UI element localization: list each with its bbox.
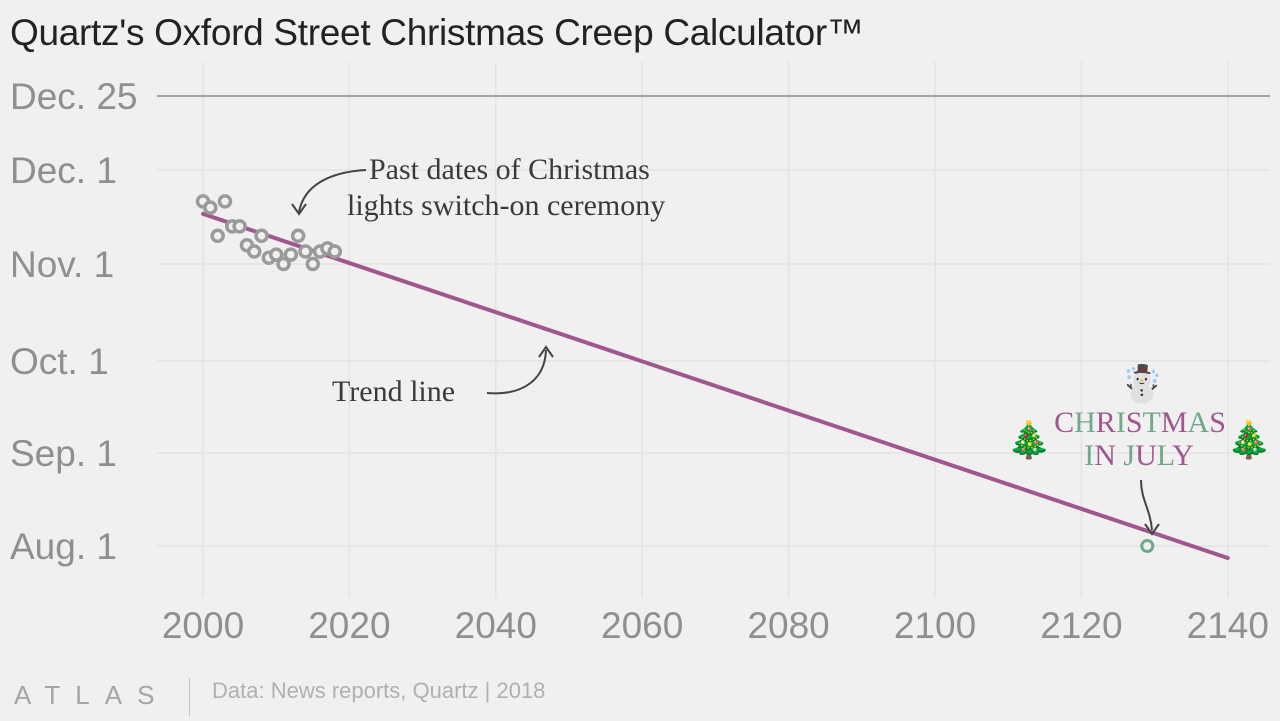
y-tick-label: Nov. 1 (10, 244, 114, 285)
annotation-letter: I (1116, 406, 1126, 439)
annotation-christmas-line1: CHRISTMAS (1054, 406, 1226, 439)
trend-line-group (201, 211, 1230, 560)
x-tick-label: 2080 (747, 605, 829, 646)
y-tick-label: Aug. 1 (10, 526, 117, 567)
annotation-letter (1116, 439, 1124, 472)
source-note: Data: News reports, Quartz | 2018 (212, 678, 546, 703)
annotation-letter: S (1209, 406, 1226, 439)
y-tick-label: Dec. 1 (10, 150, 117, 191)
footer: ATLAS Data: News reports, Quartz | 2018 (0, 674, 1280, 716)
annotation-arrow-trend (486, 349, 547, 395)
data-point (217, 194, 233, 209)
annotation-christmas-line2: IN JULY (1084, 439, 1194, 472)
y-axis-ticks: Aug. 1 Sep. 1 Oct. 1 Nov. 1 Dec. 1 Dec. 25 (10, 76, 138, 567)
christmas-in-july-point-group (1140, 539, 1155, 553)
christmas-in-july-point (1140, 539, 1155, 553)
chart-plot: Aug. 1 Sep. 1 Oct. 1 Nov. 1 Dec. 1 Dec. 25 20… (10, 62, 1272, 646)
footer-divider (189, 678, 190, 716)
x-axis-ticks: 2000 2020 2040 2060 2080 2100 2120 2140 (162, 605, 1269, 646)
y-tick-label: Oct. 1 (10, 341, 109, 382)
annotation-letter: R (1096, 406, 1116, 439)
christmas-tree-icon-left: 🎄 (1007, 419, 1052, 461)
annotation-letter: J (1123, 439, 1135, 472)
data-point (210, 228, 225, 244)
past-dates-points (195, 194, 343, 272)
annotation-past-dates-line2: lights switch-on ceremony (347, 189, 665, 222)
annotation-letter: N (1094, 439, 1116, 472)
data-point (283, 247, 299, 262)
y-tick-label: Sep. 1 (10, 433, 117, 474)
annotation-letter: H (1074, 406, 1096, 439)
vertical-gridlines (202, 62, 1229, 598)
annotation-letter: C (1054, 406, 1074, 439)
data-point (305, 256, 321, 272)
data-point (254, 228, 269, 244)
atlas-logo: ATLAS (14, 680, 170, 710)
annotation-letter: A (1188, 406, 1210, 439)
annotation-past-dates-line1: Past dates of Christmas (369, 153, 650, 186)
x-tick-label: 2020 (308, 605, 390, 646)
x-tick-label: 2060 (601, 605, 683, 646)
annotation-past-dates: Past dates of Christmas lights switch-on… (291, 153, 665, 222)
annotation-letter: Y (1172, 439, 1194, 472)
y-tick-label: Dec. 25 (10, 76, 138, 117)
annotation-christmas-in-july: ☃️ 🎄 🎄 CHRISTMAS IN JULY (1007, 363, 1272, 536)
data-point (290, 228, 306, 244)
christmas-tree-icon-right: 🎄 (1227, 419, 1272, 461)
annotation-arrowhead-trend (538, 345, 554, 358)
annotation-letter: L (1157, 439, 1174, 472)
annotation-trend-label: Trend line (332, 375, 455, 408)
annotation-arrow-past-dates (298, 169, 367, 213)
annotation-arrow-christmas-in-july (1140, 479, 1153, 531)
x-tick-label: 2140 (1187, 605, 1269, 646)
annotation-arrowhead-christmas-in-july (1144, 523, 1160, 536)
trend-line (201, 211, 1230, 560)
snowman-icon: ☃️ (1120, 363, 1165, 405)
data-point (276, 256, 291, 272)
data-point (232, 219, 247, 234)
annotation-letter: U (1135, 439, 1157, 472)
annotation-letter: I (1084, 439, 1094, 472)
annotation-letter: M (1161, 406, 1188, 439)
data-point (203, 200, 218, 215)
chart-title: Quartz's Oxford Street Christmas Creep C… (10, 12, 864, 53)
annotation-arrowhead-past-dates (291, 203, 307, 216)
data-point (246, 244, 262, 259)
x-tick-label: 2120 (1040, 605, 1122, 646)
annotation-trend: Trend line (332, 345, 554, 408)
x-tick-label: 2000 (162, 605, 244, 646)
data-point (298, 244, 313, 259)
data-point (327, 244, 343, 259)
annotation-letter: S (1126, 406, 1143, 439)
x-tick-label: 2100 (894, 605, 976, 646)
x-tick-label: 2040 (455, 605, 537, 646)
data-point (268, 247, 284, 262)
horizontal-gridlines (157, 169, 1270, 547)
annotation-letter: T (1143, 406, 1161, 439)
